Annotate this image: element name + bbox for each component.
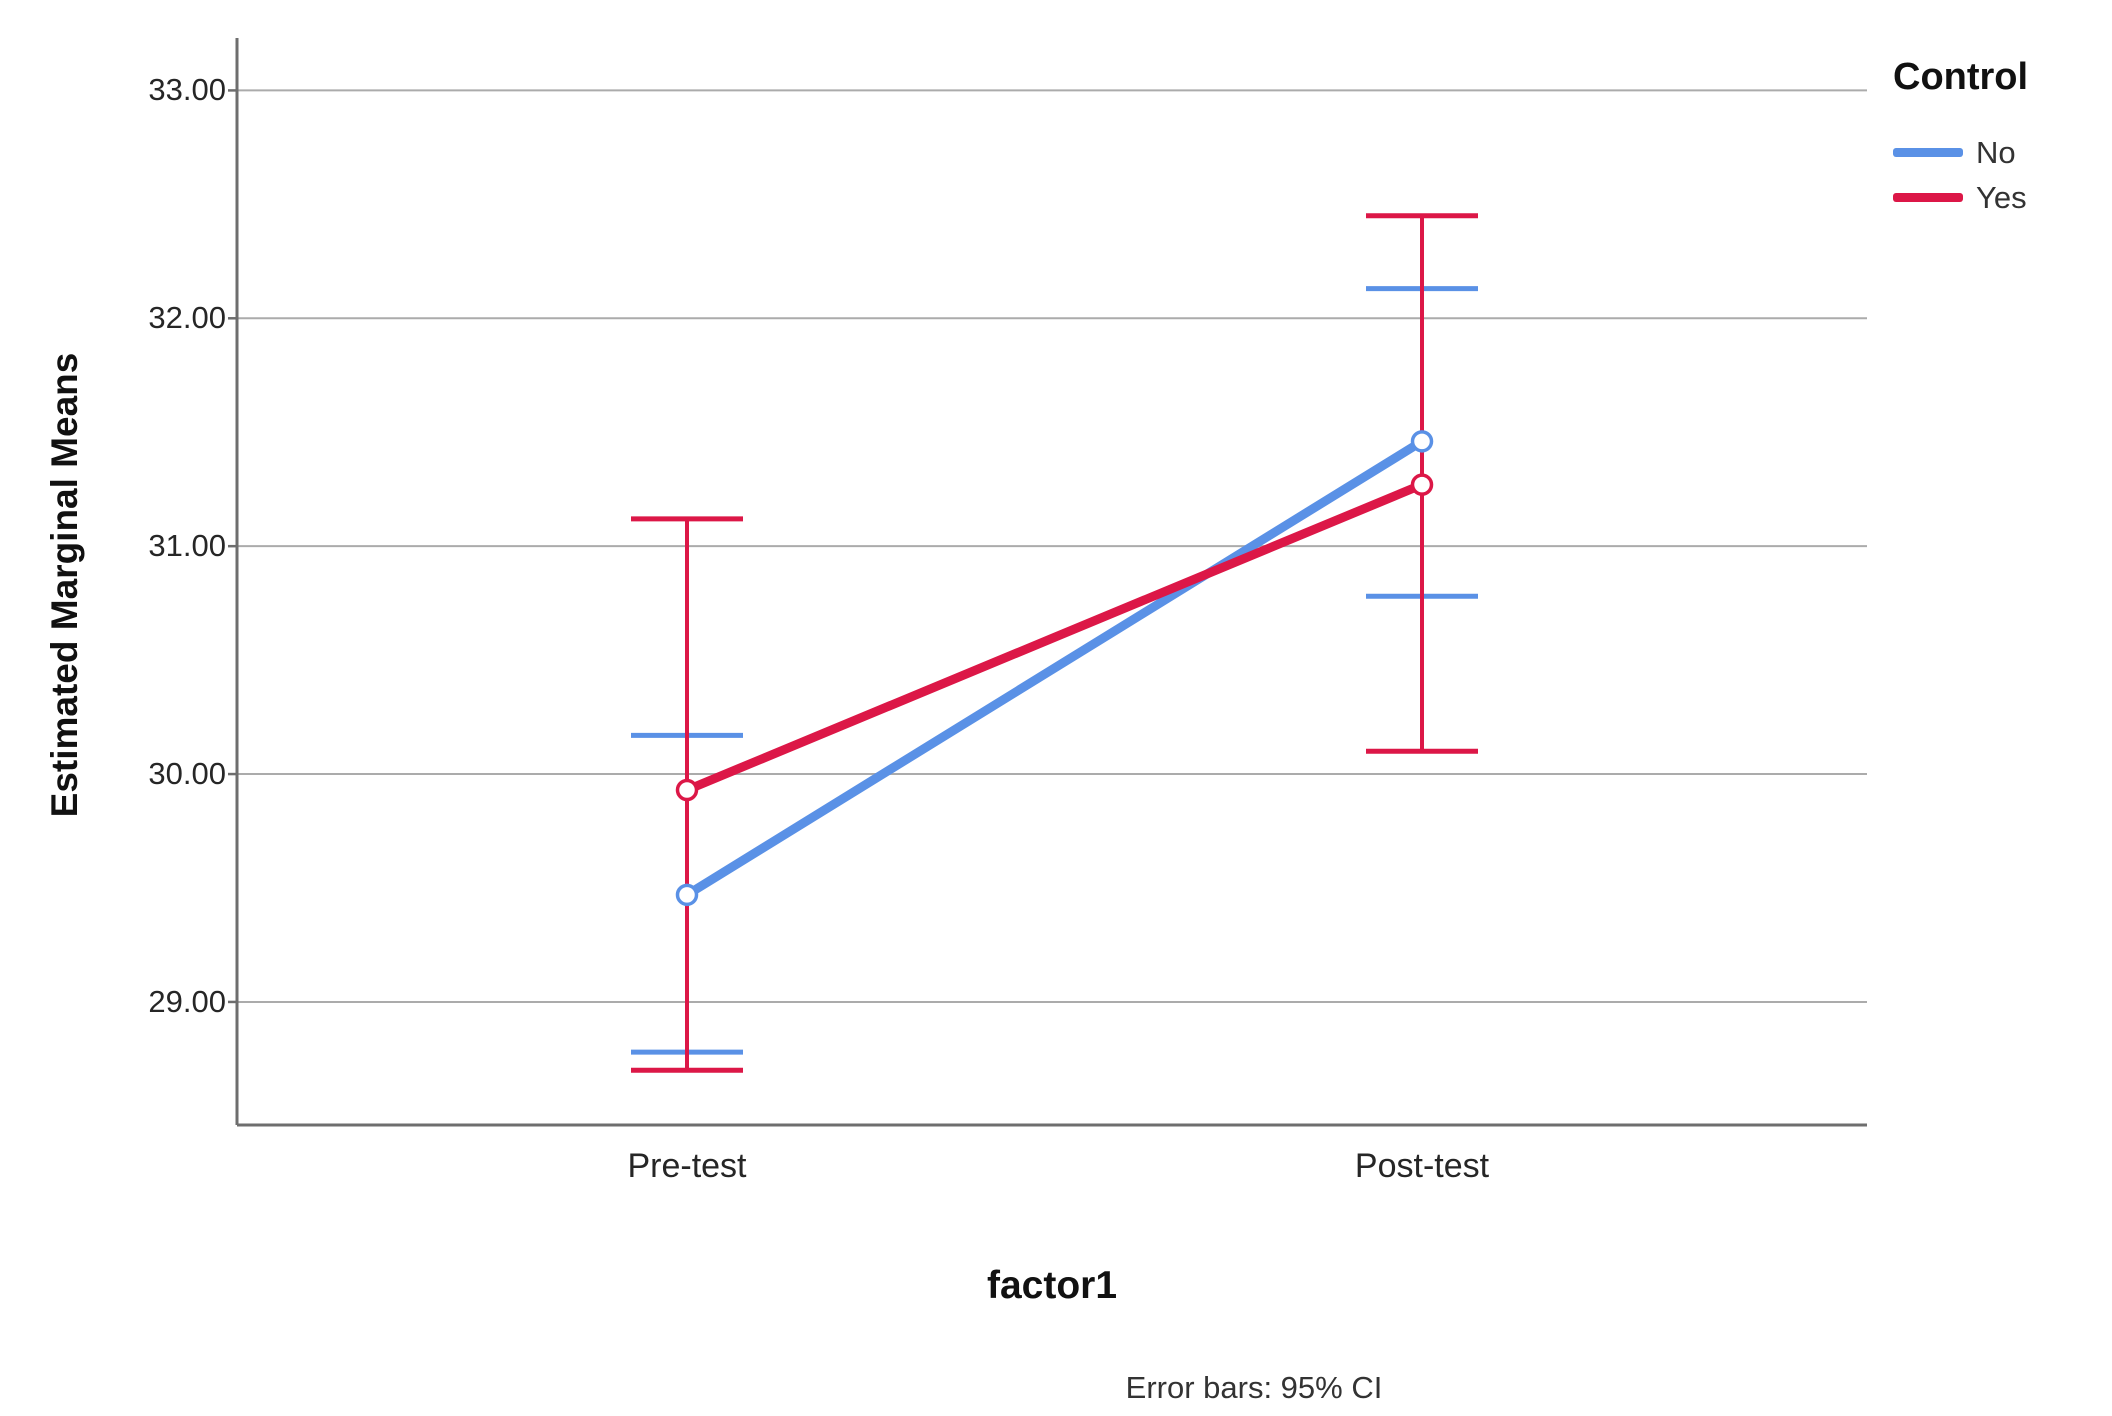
data-point-marker <box>675 883 699 907</box>
legend-swatch <box>1893 193 1963 202</box>
series-line <box>682 436 1427 900</box>
series-line-yes <box>682 480 1427 795</box>
gridlines <box>237 89 1867 1003</box>
error-bars-footnote: Error bars: 95% CI <box>1125 1370 1383 1405</box>
series-markers-yes <box>675 473 1434 802</box>
axes <box>228 38 1867 1127</box>
x-tick-label: Pre-test <box>627 1147 747 1185</box>
x-axis-title: factor1 <box>986 1264 1118 1307</box>
series-line <box>682 480 1427 795</box>
legend-label: Yes <box>1976 179 2027 215</box>
legend-swatch <box>1893 148 1963 157</box>
y-axis-title: Estimated Marginal Means <box>44 352 85 818</box>
data-point-marker <box>675 778 699 802</box>
legend-label: No <box>1976 134 2016 170</box>
y-tick-label: 33.00 <box>148 72 226 108</box>
y-tick-label: 30.00 <box>148 756 226 792</box>
legend-item-yes: Yes <box>1893 175 2103 220</box>
y-tick-label: 32.00 <box>148 300 226 336</box>
legend: Control No Yes <box>1893 57 2103 220</box>
data-point-marker <box>1410 473 1434 496</box>
legend-item-no: No <box>1893 130 2103 175</box>
legend-title: Control <box>1893 56 2029 98</box>
error-bars-yes <box>631 213 1478 1073</box>
series-markers-no <box>675 430 1434 907</box>
y-tick-label: 29.00 <box>148 983 226 1019</box>
x-tick-label: Post-test <box>1354 1147 1490 1185</box>
series-line-no <box>682 436 1427 900</box>
y-tick-label: 31.00 <box>148 528 226 564</box>
legend-items: No Yes <box>1893 130 2103 220</box>
data-point-marker <box>1410 430 1434 453</box>
